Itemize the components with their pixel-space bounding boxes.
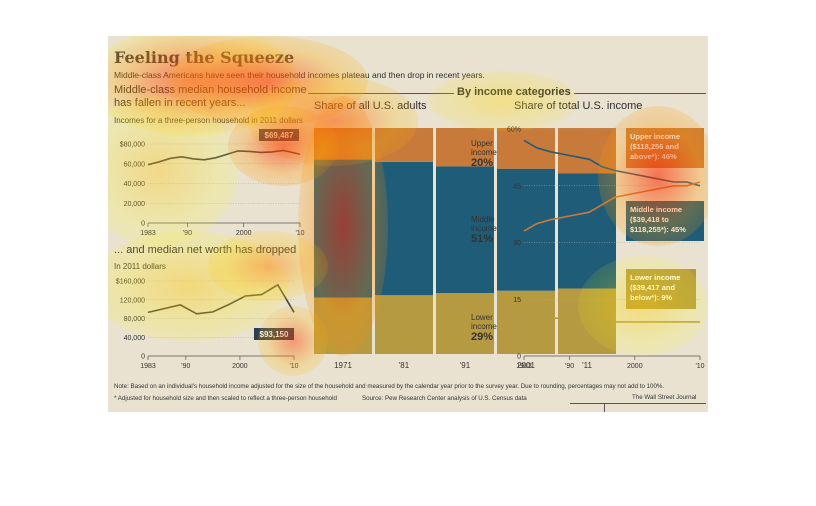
bar-segment	[375, 295, 433, 354]
credit-tick	[604, 403, 605, 412]
center-header: By income categories	[454, 86, 574, 98]
bar-category-label: 1971	[334, 361, 352, 370]
x-tick-label: 1983	[516, 363, 532, 370]
x-tick-label: '10	[695, 363, 704, 370]
bar-series-pct: 20%	[471, 157, 493, 169]
y-tick-label: 40,000	[124, 335, 146, 342]
x-tick-label: '90	[565, 363, 574, 370]
bar-category-label: '81	[399, 361, 410, 370]
bar-series-label: Middle	[471, 215, 495, 224]
series-line	[147, 149, 301, 166]
bar-series-label: Upper	[471, 139, 493, 148]
series-callout-text: below*): 9%	[630, 293, 672, 302]
series-callout-text: Upper income	[630, 132, 680, 141]
bar-series-label: income	[471, 148, 497, 157]
networth-callout: $93,150	[260, 330, 289, 339]
bar-segment	[375, 161, 433, 296]
x-tick-label: 1983	[140, 230, 156, 237]
bar-segment	[558, 128, 616, 174]
y-tick-label: $160,000	[116, 279, 145, 286]
bar-segment	[497, 128, 555, 169]
y-tick-label: 60%	[507, 127, 521, 134]
series-callout-text: ($39,417 and	[630, 283, 675, 292]
bar-segment	[375, 128, 433, 162]
x-tick-label: '90	[183, 230, 192, 237]
x-tick-label: 2000	[236, 230, 252, 237]
networth-heading: ... and median net worth has dropped	[114, 244, 297, 256]
credit-rule	[570, 403, 706, 404]
bar-series-pct: 51%	[471, 233, 493, 245]
callout-box	[254, 328, 294, 340]
y-tick-label: 0	[517, 354, 521, 361]
series-callout-text: Lower income	[630, 273, 680, 282]
bar-series-label: income	[471, 322, 497, 331]
bar-segment	[497, 290, 555, 354]
series-callout-text: $118,255*): 45%	[630, 225, 686, 234]
bar-segment	[314, 159, 372, 298]
y-tick-label: 30	[513, 240, 521, 247]
x-tick-label: '10	[295, 230, 304, 237]
y-tick-label: 120,000	[120, 297, 145, 304]
y-tick-label: $80,000	[120, 142, 145, 149]
bar-series-label: Lower	[471, 313, 493, 322]
footer-adjust-note: * Adjusted for household size and then s…	[114, 395, 337, 402]
bar-segment	[436, 166, 494, 293]
bar-segment	[314, 128, 372, 160]
bar-category-label: '11	[582, 361, 592, 370]
bar-segment	[436, 293, 494, 354]
y-tick-label: 0	[141, 354, 145, 361]
x-tick-label: 2000	[627, 363, 643, 370]
y-tick-label: 60,000	[124, 161, 146, 168]
networth-note: In 2011 dollars	[114, 262, 166, 271]
bar-segment	[558, 173, 616, 289]
series-callout-box	[626, 269, 696, 309]
y-tick-label: 0	[141, 221, 145, 228]
footer-source: Source: Pew Research Center analysis of …	[362, 395, 527, 402]
series-callout-text: ($39,418 to	[630, 215, 669, 224]
x-tick-label: '10	[289, 363, 298, 370]
bar-segment	[314, 297, 372, 354]
y-tick-label: 45	[513, 183, 521, 190]
x-tick-label: 2000	[232, 363, 248, 370]
y-tick-label: 40,000	[124, 181, 146, 188]
chart-figure: Feeling the Squeeze Middle-class America…	[108, 36, 708, 412]
income-callout: $69,487	[265, 131, 294, 140]
x-tick-label: 1983	[140, 363, 156, 370]
x-tick-label: '90	[181, 363, 190, 370]
series-line	[524, 317, 700, 323]
footer-credit: The Wall Street Journal	[632, 394, 697, 401]
bar-segment	[436, 128, 494, 167]
bar-series-label: income	[471, 224, 497, 233]
series-callout-text: Middle income	[630, 205, 682, 214]
series-callout-text: above*): 46%	[630, 152, 677, 161]
y-tick-label: 80,000	[124, 316, 146, 323]
y-tick-label: 20,000	[124, 201, 146, 208]
bar-category-label: 2001	[517, 361, 535, 370]
series-line	[147, 283, 295, 315]
footer-note: Note: Based on an individual's household…	[114, 383, 665, 390]
bar-series-pct: 29%	[471, 331, 493, 343]
bar-category-label: '91	[460, 361, 471, 370]
y-tick-label: 15	[513, 297, 521, 304]
series-callout-text: ($118,256 and	[630, 142, 679, 151]
chart-canvas: 0 20,000 40,000 60,000 $80,000 1983 '90 2000 '10…	[116, 127, 705, 371]
